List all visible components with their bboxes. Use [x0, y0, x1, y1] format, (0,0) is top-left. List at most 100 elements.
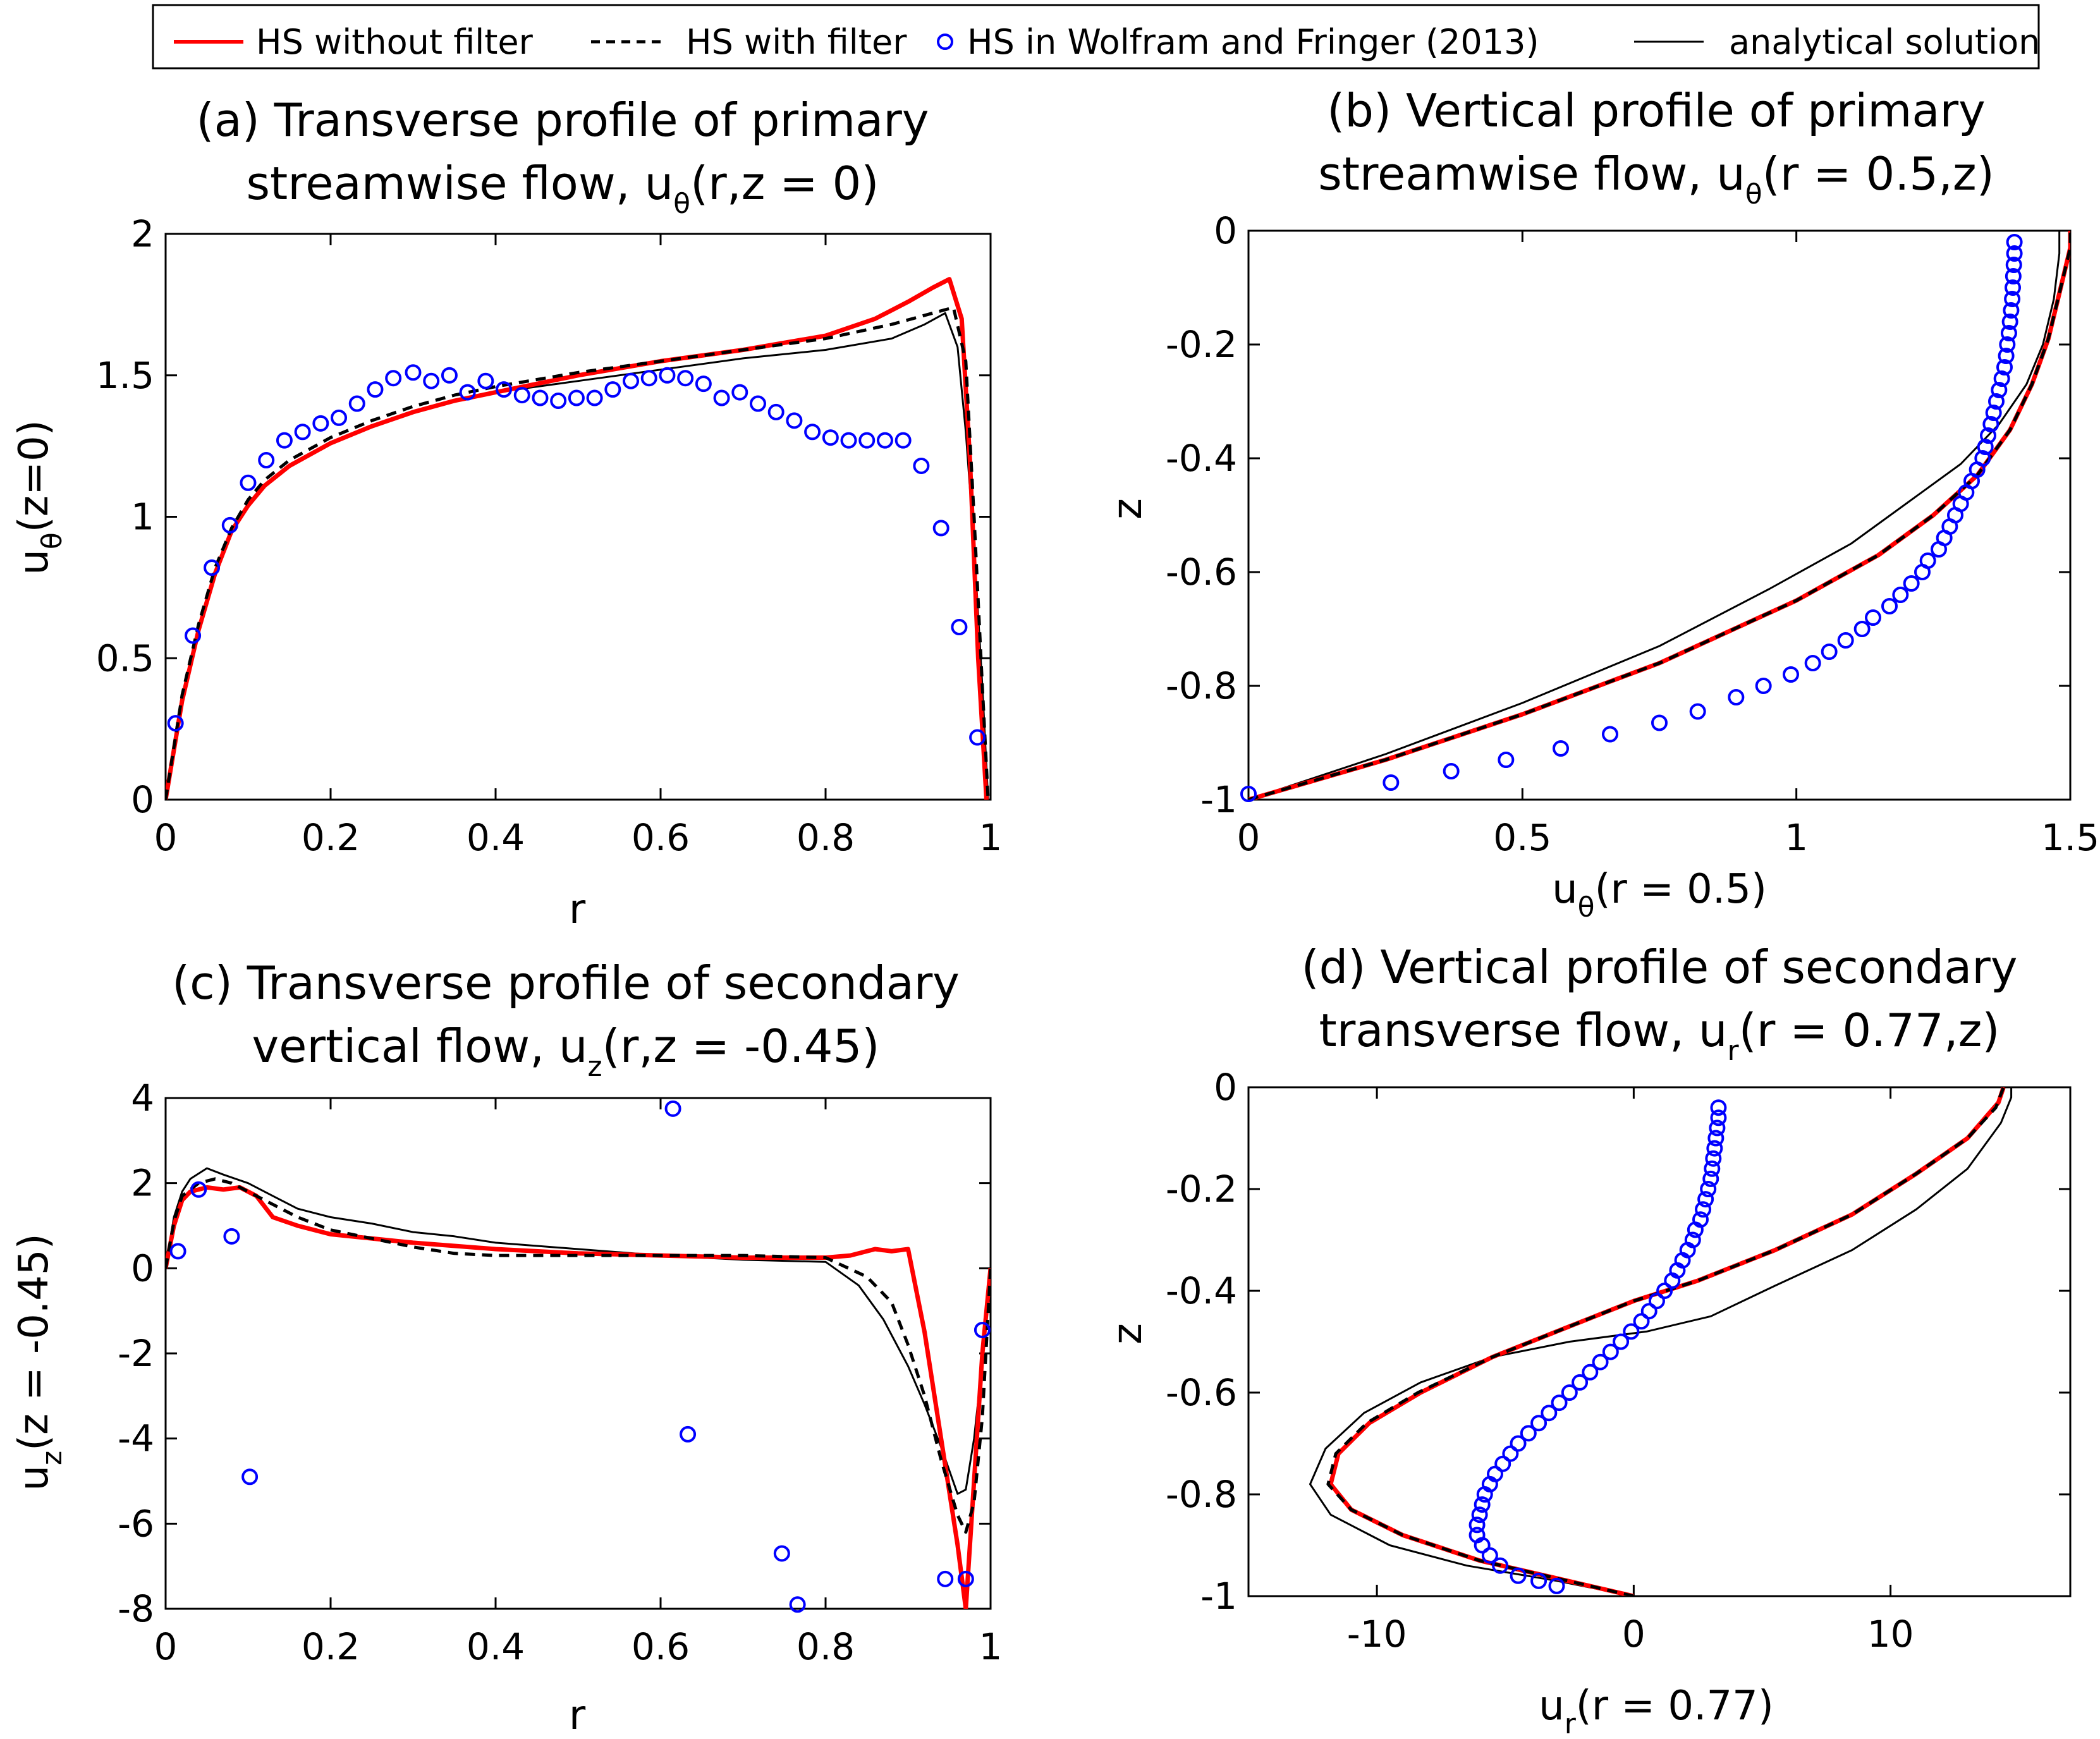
data-point — [350, 397, 364, 411]
data-point — [406, 365, 420, 379]
data-point — [952, 620, 966, 634]
data-point — [896, 434, 910, 448]
data-point — [551, 394, 565, 408]
x-tick-label: 1.5 — [2041, 816, 2099, 859]
data-point — [934, 521, 948, 535]
data-point — [224, 1230, 238, 1243]
panel-c: (c) Transverse profile of secondary vert… — [11, 956, 1002, 1739]
panel-b-title-line1: (b) Vertical profile of primary — [1327, 84, 1986, 137]
data-point — [588, 391, 602, 405]
data-point — [424, 374, 438, 388]
data-point — [314, 417, 327, 430]
panel-b-title-line2: streamwise flow, uθ(r = 0.5,z) — [1318, 147, 1994, 211]
y-tick-label: -0.8 — [1166, 1473, 1237, 1516]
figure: HS without filter HS with filter HS in W… — [0, 0, 2100, 1739]
panel-a-axes-frame — [166, 234, 991, 800]
panel-c-xlabel: r — [569, 1692, 586, 1739]
legend-label-3: analytical solution — [1729, 22, 2040, 62]
data-point — [1384, 776, 1398, 790]
data-point — [243, 1470, 257, 1484]
data-point — [660, 369, 674, 382]
data-point — [1444, 764, 1458, 778]
legend-label-2: HS in Wolfram and Fringer (2013) — [967, 22, 1539, 62]
y-tick-label: -0.4 — [1166, 437, 1237, 480]
y-tick-label: -8 — [118, 1587, 154, 1630]
series-line-black-thin — [1248, 231, 2060, 800]
panel-c-title-line2: vertical flow, uz(r,z = -0.45) — [252, 1020, 879, 1083]
data-point — [1757, 679, 1771, 693]
data-point — [805, 425, 819, 439]
data-point — [624, 374, 638, 388]
y-tick-label: -6 — [118, 1502, 154, 1545]
y-tick-label: 0 — [1214, 1066, 1237, 1109]
x-tick-label: 0 — [1622, 1613, 1645, 1656]
series-line-black-dashed — [166, 1179, 991, 1532]
y-tick-label: 0 — [1214, 209, 1237, 252]
panel-a-xlabel: r — [569, 886, 586, 933]
y-tick-label: -0.2 — [1166, 323, 1237, 366]
x-tick-label: 1 — [979, 816, 1003, 859]
series-line-red-solid — [166, 279, 987, 800]
data-point — [681, 1427, 695, 1441]
data-point — [1883, 599, 1896, 613]
x-tick-label: 0 — [154, 816, 178, 859]
data-point — [533, 391, 547, 405]
x-tick-label: 0.8 — [797, 1625, 855, 1668]
panel-d-xlabel: ur(r = 0.77) — [1539, 1683, 1774, 1739]
panel-a: (a) Transverse profile of primary stream… — [11, 94, 1002, 933]
data-point — [642, 371, 656, 385]
x-tick-label: 0.2 — [302, 816, 360, 859]
x-tick-label: 0.5 — [1493, 816, 1551, 859]
data-point — [938, 1572, 952, 1586]
y-tick-label: -4 — [118, 1417, 154, 1460]
data-point — [368, 382, 382, 396]
panel-c-ylabel: uz(z = -0.45) — [11, 1233, 68, 1491]
data-point — [1905, 577, 1919, 590]
y-tick-label: 0 — [131, 778, 154, 821]
panel-c-axes-frame — [166, 1098, 991, 1609]
x-tick-label: 0.4 — [467, 816, 525, 859]
y-tick-label: -1 — [1200, 1575, 1237, 1618]
data-point — [1554, 741, 1568, 755]
x-tick-label: -10 — [1347, 1613, 1407, 1656]
y-tick-label: -0.6 — [1166, 1371, 1237, 1414]
data-point — [171, 1244, 185, 1258]
panel-b-ylabel: z — [1104, 498, 1151, 520]
panel-b-xlabel: uθ(r = 0.5) — [1552, 866, 1767, 924]
y-tick-label: 0.5 — [96, 637, 154, 680]
data-point — [697, 377, 711, 391]
panel-a-ylabel: uθ(z=0) — [11, 420, 68, 575]
data-point — [241, 476, 255, 490]
data-point — [259, 453, 273, 467]
x-tick-label: 0 — [154, 1625, 178, 1668]
data-point — [1921, 554, 1935, 568]
y-tick-label: -0.4 — [1166, 1269, 1237, 1312]
y-tick-label: 2 — [131, 212, 154, 255]
y-tick-label: 0 — [131, 1247, 154, 1290]
series-line-black-thin — [1310, 1087, 2011, 1596]
data-point — [666, 1102, 680, 1116]
data-point — [775, 1546, 789, 1560]
y-tick-label: -1 — [1200, 778, 1237, 821]
data-point — [914, 459, 928, 473]
data-point — [842, 434, 856, 448]
data-point — [878, 434, 892, 448]
data-point — [1822, 645, 1836, 659]
data-point — [1691, 705, 1705, 719]
panel-c-title-line1: (c) Transverse profile of secondary — [172, 956, 960, 1010]
data-point — [824, 430, 838, 444]
x-tick-label: 0.8 — [797, 816, 855, 859]
data-point — [860, 434, 874, 448]
x-tick-label: 0.6 — [632, 1625, 690, 1668]
y-tick-label: 1 — [131, 496, 154, 539]
data-point — [386, 371, 400, 385]
series-line-black-thin — [166, 1168, 991, 1494]
panel-d: (d) Vertical profile of secondary transv… — [1104, 941, 2070, 1739]
data-point — [1784, 668, 1798, 681]
y-tick-label: -0.6 — [1166, 551, 1237, 594]
data-point — [479, 374, 492, 388]
panel-b: (b) Vertical profile of primary streamwi… — [1104, 84, 2099, 924]
data-point — [1806, 656, 1820, 670]
panel-d-ylabel: z — [1104, 1323, 1151, 1345]
data-point — [715, 391, 729, 405]
